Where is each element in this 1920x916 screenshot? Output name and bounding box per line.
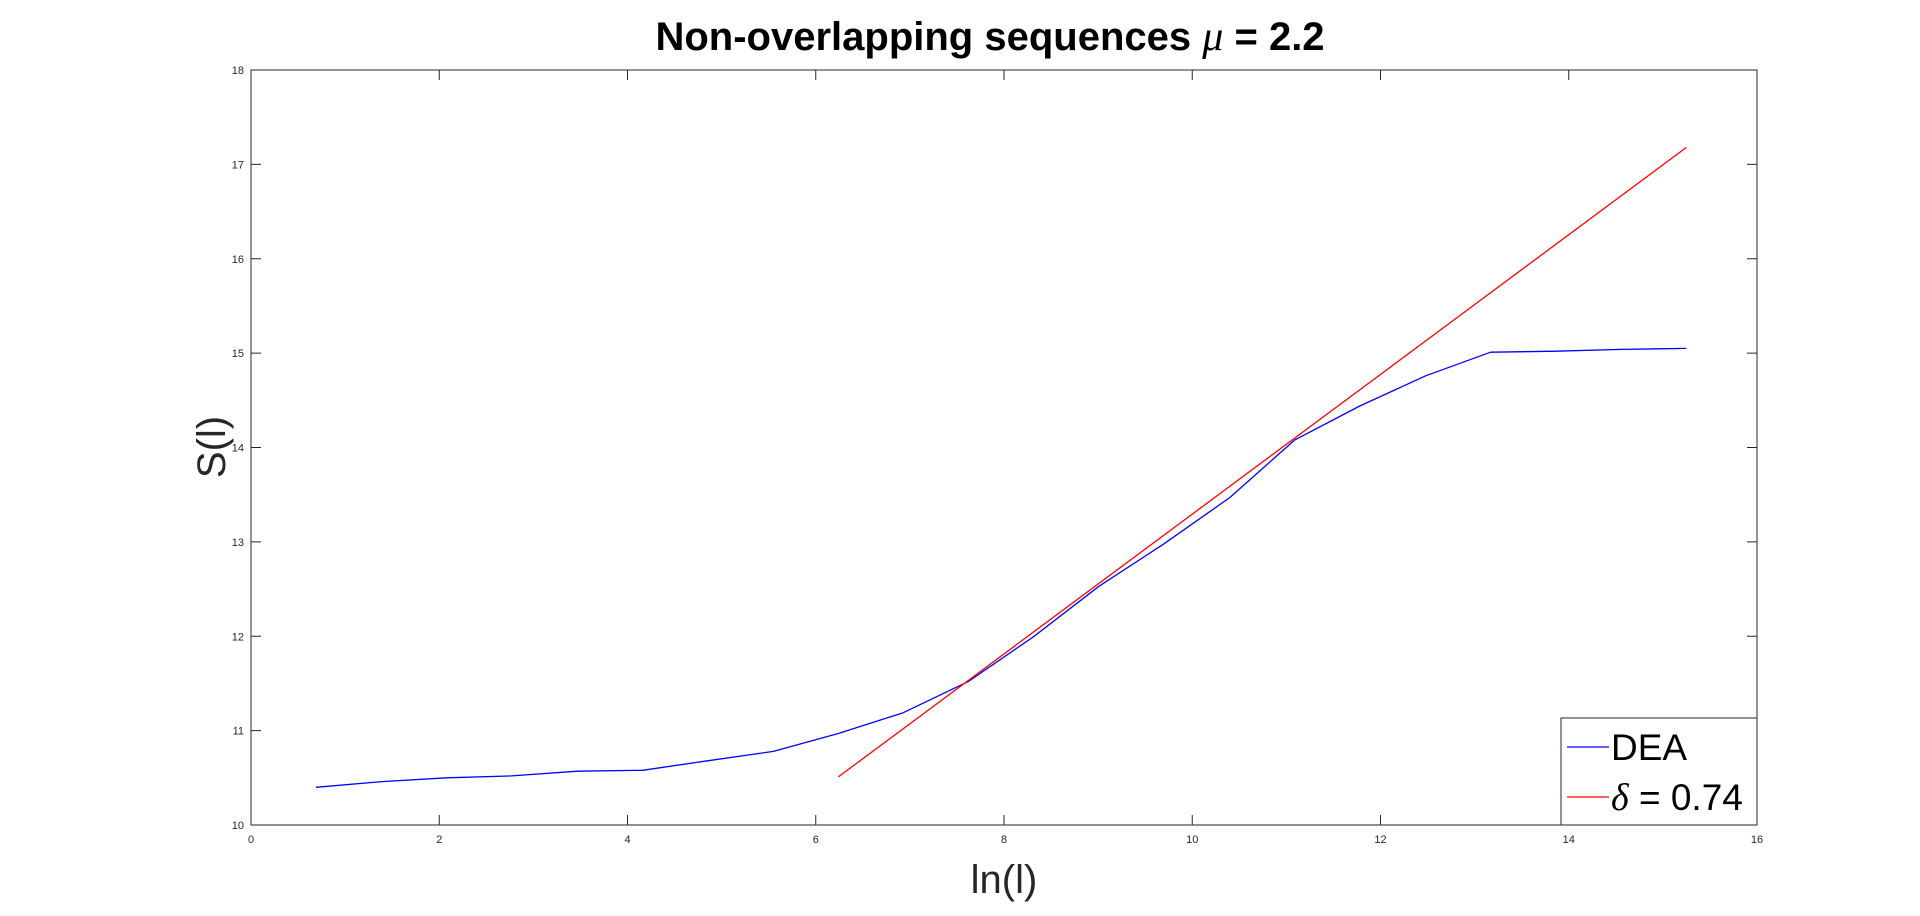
legend-label-dea: DEA xyxy=(1611,727,1687,768)
legend: DEA δ = 0.74 xyxy=(1560,717,1758,826)
y-axis-label: S(l) xyxy=(190,416,234,478)
y-tick-label: 16 xyxy=(232,254,244,266)
x-tick-label: 0 xyxy=(248,834,254,846)
legend-fit-value: = 0.74 xyxy=(1639,777,1743,818)
chart-title-symbol: μ xyxy=(1201,14,1223,60)
y-tick-label: 10 xyxy=(232,820,244,832)
x-tick-label: 14 xyxy=(1563,834,1575,846)
y-tick-label: 12 xyxy=(232,631,244,643)
x-tick-label: 6 xyxy=(813,834,819,846)
x-axis-label: ln(l) xyxy=(971,858,1038,902)
y-tick-label: 14 xyxy=(232,443,244,455)
y-tick-label: 17 xyxy=(232,159,244,171)
x-tick-label: 4 xyxy=(624,834,630,846)
y-tick-label: 13 xyxy=(232,537,244,549)
series-line-dea xyxy=(315,347,1687,788)
legend-fit-symbol: δ xyxy=(1611,777,1630,819)
x-tick-label: 12 xyxy=(1374,834,1386,846)
y-tick-label: 18 xyxy=(232,65,244,77)
plot-area xyxy=(250,69,1758,826)
y-tick-label: 15 xyxy=(232,348,244,360)
y-axis-ticks: 10 11 12 13 14 15 16 17 18 xyxy=(232,65,1757,832)
chart-title: Non-overlapping sequences μ = 2.2 xyxy=(655,14,1324,60)
x-tick-label: 2 xyxy=(436,834,442,846)
x-tick-label: 16 xyxy=(1751,834,1763,846)
legend-label-fit: δ = 0.74 xyxy=(1611,777,1743,819)
legend-box xyxy=(1560,717,1758,826)
series-layer xyxy=(315,146,1687,788)
x-tick-label: 8 xyxy=(1001,834,1007,846)
chart-title-text: Non-overlapping sequences xyxy=(655,15,1191,59)
series-line-fit xyxy=(837,146,1687,778)
x-tick-label: 10 xyxy=(1186,834,1198,846)
chart-title-value: = 2.2 xyxy=(1234,15,1324,59)
y-tick-label: 11 xyxy=(233,726,244,738)
